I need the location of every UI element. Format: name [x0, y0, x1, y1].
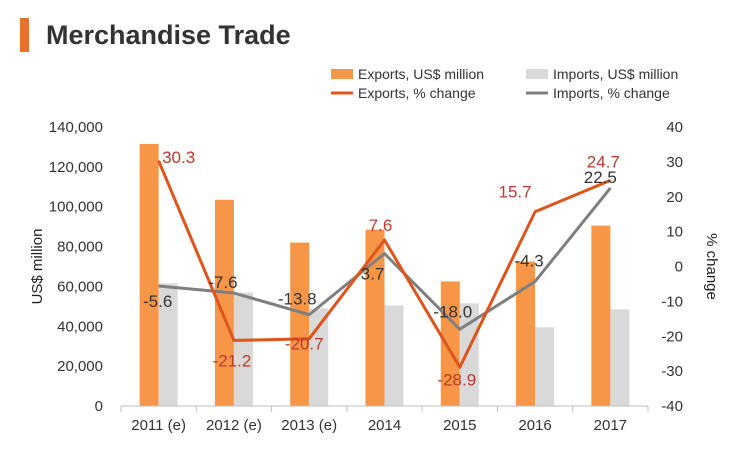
- left-axis-tick-label: 140,000: [49, 119, 103, 136]
- left-axis-tick-label: 80,000: [57, 239, 103, 256]
- data-label-exports-change: 7.6: [369, 216, 393, 235]
- point-imports-change: [534, 280, 536, 282]
- point-exports-change: [233, 339, 235, 341]
- data-label-exports-change: -20.7: [285, 335, 324, 354]
- right-axis-tick-label: -10: [661, 293, 683, 310]
- left-axis-tick-label: 20,000: [57, 358, 103, 375]
- title-block: Merchandise Trade: [20, 18, 291, 52]
- data-label-exports-change: 15.7: [499, 183, 532, 202]
- data-label-exports-change: 24.7: [587, 152, 620, 171]
- bar-imports: [459, 303, 479, 406]
- point-exports-change: [158, 160, 160, 162]
- right-axis-tick-label: -30: [661, 363, 683, 380]
- bar-exports: [290, 242, 310, 406]
- data-label-imports-change: -18.0: [433, 302, 472, 321]
- point-exports-change: [534, 211, 536, 213]
- bar-imports: [384, 305, 404, 406]
- point-exports-change: [308, 338, 310, 340]
- right-axis-tick-label: 0: [675, 259, 683, 276]
- data-label-exports-change: -21.2: [213, 351, 252, 370]
- x-axis-tick-label: 2014: [368, 417, 401, 434]
- x-axis-tick-label: 2017: [594, 417, 627, 434]
- legend-label-imports-line: Imports, % change: [553, 85, 670, 101]
- bar-exports: [440, 281, 460, 406]
- point-imports-change: [158, 285, 160, 287]
- right-axis-title: % change: [703, 233, 720, 300]
- point-imports-change: [459, 328, 461, 330]
- point-exports-change: [384, 239, 385, 241]
- x-axis-tick-label: 2012 (e): [206, 417, 262, 434]
- x-axis-tick-label: 2013 (e): [281, 417, 337, 434]
- right-axis-tick-label: 20: [666, 189, 683, 206]
- x-axis-tick-label: 2011 (e): [131, 417, 186, 434]
- point-imports-change: [609, 187, 611, 189]
- bars: [139, 143, 630, 407]
- right-axis: -40 -30 -20 -10 0 10 20 30 40 % change: [661, 119, 720, 415]
- bar-imports: [535, 327, 555, 406]
- left-axis-tick-label: 60,000: [57, 278, 103, 295]
- bar-imports: [233, 292, 253, 406]
- bar-imports: [158, 283, 178, 406]
- bar-exports: [516, 261, 536, 406]
- point-exports-change: [609, 179, 611, 181]
- legend-swatch-imports-bar: [526, 69, 548, 79]
- left-axis-tick-label: 100,000: [49, 199, 103, 216]
- point-imports-change: [233, 292, 235, 294]
- legend: Exports, US$ million Imports, US$ million…: [331, 66, 678, 101]
- lines: [157, 160, 612, 369]
- right-axis-tick-label: 40: [666, 119, 683, 136]
- bar-imports: [610, 309, 630, 406]
- bar-exports: [591, 225, 611, 406]
- x-axis-tick-label: 2016: [518, 417, 551, 434]
- data-label-imports-change: -4.3: [514, 251, 543, 270]
- x-axis-tick-label: 2015: [443, 417, 476, 434]
- point-imports-change: [384, 253, 385, 255]
- data-label-imports-change: -7.6: [208, 273, 237, 292]
- right-axis-tick-label: -20: [661, 328, 683, 345]
- legend-label-exports-bar: Exports, US$ million: [358, 66, 484, 82]
- x-axis: 2011 (e) 2012 (e) 2013 (e) 2014 2015 2016 2017: [120, 405, 649, 434]
- left-axis: 0 20,000 40,000 60,000 80,000 100,000 120,000 1…: [29, 119, 103, 415]
- point-exports-change: [459, 366, 461, 368]
- right-axis-tick-label: 10: [666, 224, 683, 241]
- right-axis-tick-label: 30: [666, 154, 683, 171]
- chart-title: Merchandise Trade: [46, 19, 291, 50]
- data-labels: 30.3 -21.2 -20.7 7.6 -28.9 15.7 24.7 -5.6 -7.6 -1…: [143, 148, 620, 389]
- title-accent-bar: [20, 18, 29, 52]
- data-label-imports-change: 3.7: [361, 265, 385, 284]
- left-axis-tick-label: 120,000: [49, 159, 103, 176]
- legend-label-exports-line: Exports, % change: [358, 85, 476, 101]
- bar-exports: [139, 143, 159, 407]
- data-label-imports-change: -13.8: [278, 290, 317, 309]
- point-imports-change: [308, 314, 310, 316]
- data-label-exports-change: 30.3: [162, 148, 195, 167]
- data-label-imports-change: 22.5: [584, 168, 617, 187]
- left-axis-tick-label: 0: [95, 398, 103, 415]
- bar-imports: [309, 308, 329, 406]
- bar-exports: [365, 229, 385, 406]
- legend-label-imports-bar: Imports, US$ million: [553, 66, 678, 82]
- legend-swatch-exports-bar: [331, 69, 353, 79]
- data-label-imports-change: -5.6: [143, 292, 172, 311]
- data-label-exports-change: -28.9: [437, 370, 476, 389]
- left-axis-title: US$ million: [29, 229, 46, 305]
- bar-exports: [214, 199, 234, 406]
- left-axis-tick-label: 40,000: [57, 318, 103, 335]
- right-axis-tick-label: -40: [661, 398, 683, 415]
